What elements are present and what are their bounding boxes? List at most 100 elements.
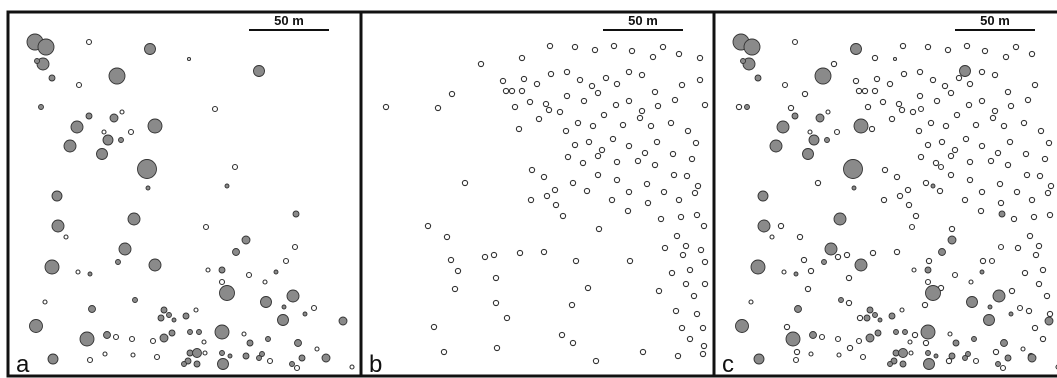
open-circle-icon — [1024, 96, 1032, 104]
open-circle-icon — [661, 244, 669, 252]
gray-circle-icon — [1004, 354, 1012, 362]
open-circle-icon — [699, 324, 707, 332]
open-circle-icon — [202, 350, 208, 356]
open-circle-icon — [647, 122, 655, 130]
open-circle-icon — [613, 176, 621, 184]
open-circle-icon — [735, 103, 743, 111]
gray-circle-icon — [166, 312, 172, 318]
gray-circle-icon — [962, 355, 968, 361]
open-circle-icon — [896, 192, 904, 200]
open-circle-icon — [516, 249, 524, 257]
open-circle-icon — [583, 187, 591, 195]
open-circle-icon — [440, 348, 448, 356]
gray-circle-icon — [850, 43, 862, 55]
open-circle-icon — [528, 166, 536, 174]
open-circle-icon — [868, 125, 876, 133]
open-circle-icon — [193, 307, 199, 313]
open-circle-icon — [461, 179, 469, 187]
gray-circle-icon — [277, 314, 289, 326]
open-circle-icon — [869, 249, 877, 257]
gray-circle-icon — [298, 354, 306, 362]
open-circle-icon — [961, 196, 969, 204]
open-circle-icon — [63, 234, 69, 240]
panel-c-scale-label: 50 m — [980, 13, 1010, 28]
open-circle-icon — [186, 56, 192, 62]
open-circle-icon — [579, 159, 587, 167]
panel-a-scale-label: 50 m — [274, 13, 304, 28]
open-circle-icon — [576, 76, 584, 84]
open-circle-icon — [669, 150, 677, 158]
open-circle-icon — [349, 364, 355, 370]
gray-circle-icon — [865, 333, 875, 343]
open-circle-icon — [936, 187, 944, 195]
gray-circle-icon — [998, 210, 1006, 218]
open-circle-icon — [963, 42, 971, 50]
gray-circle-icon — [769, 139, 783, 153]
open-circle-icon — [598, 146, 606, 154]
open-circle-icon — [649, 53, 657, 61]
open-circle-icon — [673, 232, 681, 240]
open-circle-icon — [927, 119, 935, 127]
open-circle-icon — [915, 127, 923, 135]
open-circle-icon — [490, 251, 498, 259]
gray-circle-icon — [1027, 353, 1037, 363]
gray-circle-icon — [118, 242, 132, 256]
open-circle-icon — [625, 68, 633, 76]
open-circle-icon — [592, 357, 600, 365]
open-circle-icon — [589, 122, 597, 130]
gray-circle-icon — [219, 350, 225, 356]
open-circle-icon — [610, 42, 618, 50]
gray-circle-icon — [802, 148, 814, 160]
open-circle-icon — [748, 299, 754, 305]
open-circle-icon — [994, 149, 1002, 157]
open-circle-icon — [951, 271, 959, 279]
open-circle-icon — [153, 353, 161, 361]
open-circle-icon — [626, 257, 634, 265]
open-circle-icon — [492, 299, 500, 307]
open-circle-icon — [947, 89, 955, 97]
open-circle-icon — [643, 180, 651, 188]
open-circle-icon — [1047, 182, 1055, 190]
open-circle-icon — [448, 90, 456, 98]
open-circle-icon — [845, 299, 853, 307]
open-circle-icon — [880, 196, 888, 204]
open-circle-icon — [948, 225, 956, 233]
open-circle-icon — [540, 173, 548, 181]
open-circle-icon — [112, 333, 120, 341]
gray-circle-icon — [181, 361, 187, 367]
open-circle-icon — [580, 97, 588, 105]
gray-circle-icon — [920, 324, 936, 340]
open-circle-icon — [1043, 292, 1051, 300]
open-circle-icon — [830, 60, 838, 68]
gray-circle-icon — [735, 319, 749, 333]
open-circle-icon — [670, 171, 678, 179]
open-circle-icon — [941, 82, 949, 90]
gray-circle-icon — [47, 353, 59, 365]
open-circle-icon — [1014, 244, 1022, 252]
open-circle-icon — [668, 269, 676, 277]
open-circle-icon — [1010, 215, 1018, 223]
open-circle-icon — [864, 103, 872, 111]
open-circle-icon — [892, 56, 898, 62]
gray-circle-icon — [887, 361, 893, 367]
open-circle-icon — [1035, 280, 1043, 288]
open-circle-icon — [231, 163, 239, 171]
open-circle-icon — [552, 201, 560, 209]
gray-circle-icon — [744, 104, 750, 110]
open-circle-icon — [783, 323, 791, 331]
open-circle-icon — [804, 285, 812, 293]
gray-circle-icon — [273, 269, 279, 275]
gray-circle-icon — [259, 351, 265, 357]
gray-circle-icon — [983, 314, 995, 326]
open-circle-icon — [792, 356, 800, 364]
open-circle-icon — [701, 258, 709, 266]
gray-circle-icon — [260, 296, 272, 308]
open-circle-icon — [843, 251, 851, 259]
open-circle-icon — [675, 196, 683, 204]
gray-circle-icon — [132, 297, 138, 303]
open-circle-icon — [520, 75, 528, 83]
open-circle-icon — [852, 77, 860, 85]
gray-circle-icon — [51, 219, 65, 233]
open-circle-icon — [962, 135, 970, 143]
